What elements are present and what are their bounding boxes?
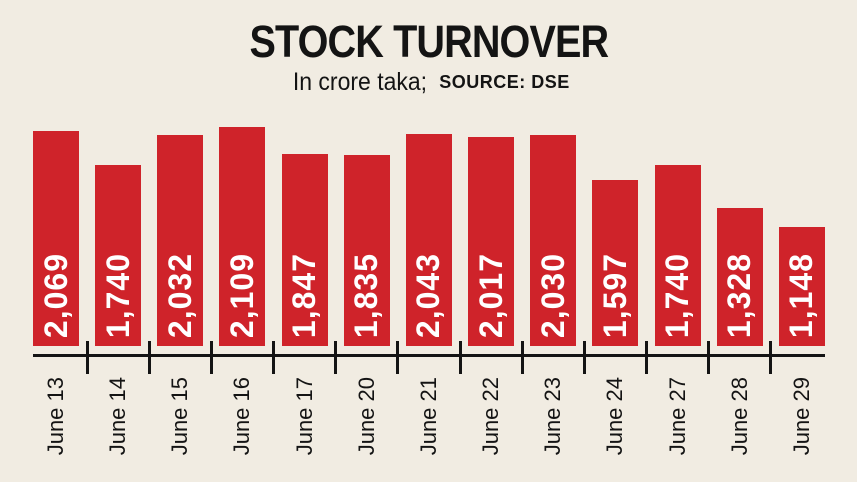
bar-value-label: 1,740 xyxy=(99,252,136,338)
bar: 1,328 xyxy=(716,208,763,346)
bar: 1,740 xyxy=(95,165,142,346)
bar: 2,030 xyxy=(530,135,577,346)
chart-title: STOCK TURNOVER xyxy=(249,16,609,67)
bar-value-label: 1,740 xyxy=(659,252,696,338)
x-axis-label: June 27 xyxy=(664,377,690,456)
bar-value-label: 1,597 xyxy=(596,252,633,338)
axis-tick xyxy=(707,341,711,374)
x-axis-label: June 21 xyxy=(415,377,441,456)
x-axis-label: June 23 xyxy=(540,377,566,456)
bar-chart-plot: 2,069 1,740 2,032 2,109 1,847 1,835 2,043 2,017… xyxy=(33,127,825,467)
bar-value-label: 2,109 xyxy=(223,252,260,338)
subtitle-unit: In crore taka; xyxy=(293,68,428,97)
bar: 2,069 xyxy=(33,131,79,346)
axis-tick xyxy=(334,341,338,374)
bar: 1,740 xyxy=(654,165,701,346)
bar-value-label: 2,017 xyxy=(472,252,509,338)
axis-tick xyxy=(645,341,649,374)
bar-value-label: 1,847 xyxy=(286,252,323,338)
x-axis-label-cell: June 17 xyxy=(282,377,328,455)
chart-subtitle: In crore taka; SOURCE: DSE xyxy=(0,69,857,97)
x-axis-label: June 15 xyxy=(167,377,193,456)
bar-value-label: 2,030 xyxy=(534,252,571,338)
bar-value-label: 1,835 xyxy=(348,252,385,338)
x-axis-label-cell: June 24 xyxy=(592,377,638,455)
axis-tick xyxy=(147,341,151,374)
chart-header: STOCK TURNOVER In crore taka; SOURCE: DSE xyxy=(0,18,857,97)
bar-value-label: 1,148 xyxy=(783,252,820,338)
x-axis-label-cell: June 14 xyxy=(95,377,141,455)
x-axis-label-cell: June 20 xyxy=(344,377,390,455)
axis-tick xyxy=(458,341,462,374)
bar: 2,017 xyxy=(468,137,515,346)
axis-tick xyxy=(85,341,89,374)
bar-value-label: 2,032 xyxy=(161,252,198,338)
bar: 1,847 xyxy=(281,154,328,346)
axis-tick xyxy=(520,341,524,374)
bar: 1,597 xyxy=(592,180,639,346)
x-axis-label: June 24 xyxy=(602,377,628,456)
axis-tick xyxy=(272,341,276,374)
x-axis-label: June 29 xyxy=(788,377,814,456)
x-axis-line xyxy=(33,354,825,357)
bar: 2,032 xyxy=(157,135,204,346)
x-axis-label-cell: June 23 xyxy=(530,377,576,455)
axis-tick xyxy=(396,341,400,374)
bar: 2,043 xyxy=(405,134,452,346)
x-axis-label: June 28 xyxy=(726,377,752,456)
bar: 1,148 xyxy=(778,227,825,346)
x-axis-label-cell: June 21 xyxy=(406,377,452,455)
x-axis-label: June 16 xyxy=(229,377,255,456)
axis-tick xyxy=(209,341,213,374)
x-axis-label: June 22 xyxy=(478,377,504,456)
x-axis-labels: June 13 June 14 June 15 June 16 June 17 June … xyxy=(33,377,825,455)
x-axis-label-cell: June 15 xyxy=(157,377,203,455)
axis-tick xyxy=(769,341,773,374)
bar-value-label: 2,043 xyxy=(410,252,447,338)
axis-tick xyxy=(582,341,586,374)
x-axis-label-cell: June 13 xyxy=(33,377,79,455)
x-axis-label-cell: June 16 xyxy=(219,377,265,455)
x-axis-label: June 14 xyxy=(105,377,131,456)
bar-value-label: 2,069 xyxy=(37,252,74,338)
x-axis-label: June 13 xyxy=(43,377,68,456)
x-axis-label: June 20 xyxy=(353,377,379,456)
x-axis-label-cell: June 27 xyxy=(655,377,701,455)
x-axis-label-cell: June 29 xyxy=(779,377,825,455)
bar-value-label: 1,328 xyxy=(721,252,758,338)
bar: 2,109 xyxy=(219,127,266,346)
x-axis-label-cell: June 22 xyxy=(468,377,514,455)
subtitle-source: SOURCE: DSE xyxy=(439,72,570,93)
x-axis-label: June 17 xyxy=(291,377,317,456)
bars-container: 2,069 1,740 2,032 2,109 1,847 1,835 2,043 2,017… xyxy=(33,127,825,346)
x-axis-label-cell: June 28 xyxy=(717,377,763,455)
bar: 1,835 xyxy=(343,155,390,346)
